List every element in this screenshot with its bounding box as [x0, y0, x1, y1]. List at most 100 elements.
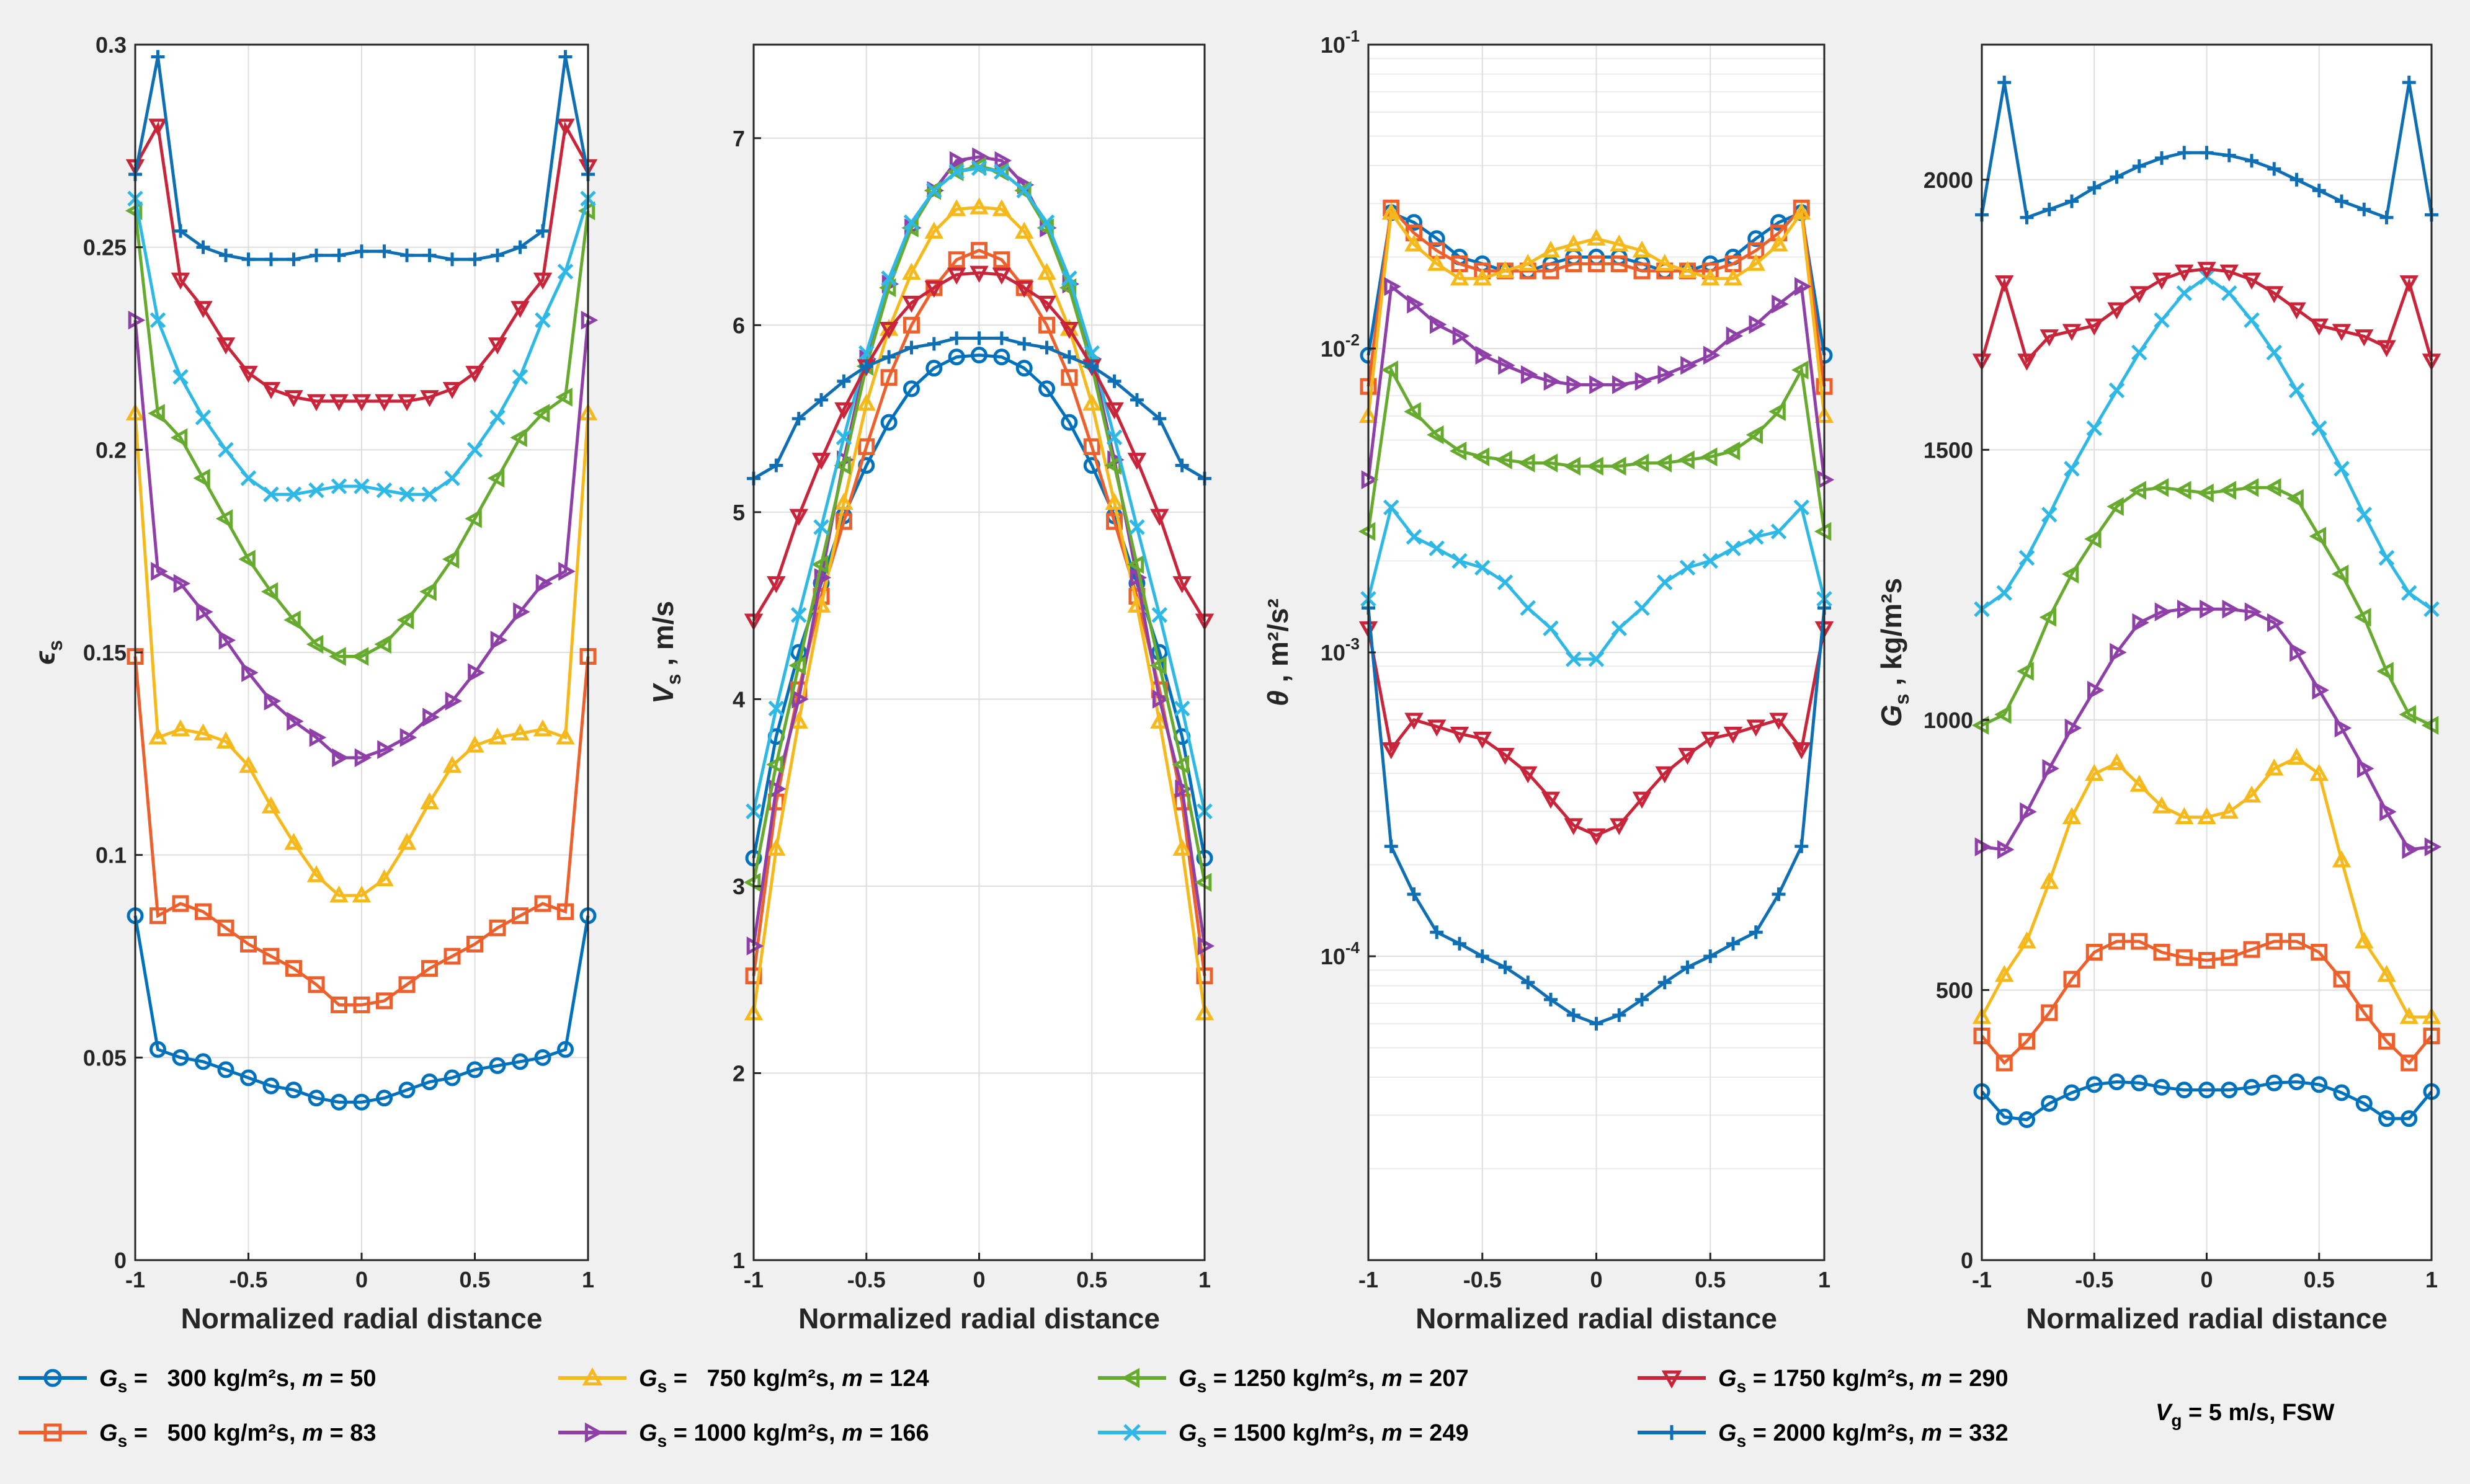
data-point: [2334, 718, 2352, 738]
data-point: [948, 251, 965, 269]
y-tick-label: 4: [733, 686, 745, 712]
data-point: [193, 468, 210, 488]
y-tick-label: 5: [733, 500, 745, 525]
data-point: [490, 631, 508, 650]
series-line: [133, 320, 590, 760]
data-point: [308, 1090, 325, 1107]
data-point: [1450, 268, 1469, 286]
data-point: [1127, 595, 1147, 613]
data-point: [172, 1049, 189, 1066]
data-point: [491, 248, 504, 262]
data-point: [261, 582, 279, 602]
data-point: [2040, 872, 2059, 889]
y-tick-label: 0.1: [96, 843, 127, 868]
data-point: [994, 151, 1012, 171]
series-line: [1981, 486, 2433, 727]
legend-item-1750: Gs = 1750 kg/m²s, m = 290: [1638, 1366, 2009, 1396]
data-point: [1427, 254, 1447, 271]
data-point: [533, 719, 553, 737]
data-point: [353, 996, 370, 1013]
data-point: [2087, 680, 2105, 700]
data-point: [2155, 151, 2169, 165]
data-point: [488, 337, 507, 355]
data-point: [468, 252, 482, 267]
data-point: [1657, 365, 1675, 384]
data-point: [1383, 499, 1399, 515]
data-point: [2107, 753, 2126, 770]
data-point: [284, 832, 303, 850]
legend-marker: [1123, 1424, 1141, 1441]
data-point: [2331, 564, 2349, 584]
data-point: [836, 429, 852, 445]
data-point: [422, 708, 440, 727]
data-point: [557, 1041, 574, 1058]
data-point: [1769, 234, 1788, 252]
data-point: [1429, 314, 1447, 334]
data-point: [2061, 564, 2079, 584]
data-point: [1061, 414, 1078, 431]
data-point: [991, 162, 1009, 182]
data-point: [2042, 759, 2059, 778]
data-point: [376, 482, 393, 499]
legend-label: Gs = 1500 kg/m²s, m = 249: [1179, 1420, 1469, 1451]
data-point: [1745, 425, 1763, 445]
data-point: [1428, 230, 1445, 247]
data-point: [904, 340, 919, 355]
data-point: [1701, 268, 1720, 286]
data-point: [194, 301, 213, 318]
data-point: [1406, 214, 1422, 231]
data-point: [172, 895, 189, 912]
data-point: [512, 368, 528, 385]
data-point: [1473, 268, 1492, 286]
y-axis-label: θ , m²/s²: [1262, 598, 1294, 706]
data-point: [926, 182, 942, 198]
data-point: [1037, 262, 1056, 280]
data-point: [788, 655, 806, 675]
series-line: [133, 121, 590, 403]
data-point: [171, 719, 190, 737]
data-point: [1564, 818, 1583, 835]
data-point: [1995, 1054, 2013, 1072]
data-point: [399, 486, 415, 502]
data-point: [2289, 642, 2307, 662]
data-point: [1996, 585, 2013, 601]
data-point: [1037, 295, 1056, 313]
data-point: [195, 903, 212, 920]
data-point: [993, 349, 1010, 366]
data-point: [947, 199, 966, 216]
series-line: [1367, 628, 1826, 837]
data-point: [558, 50, 573, 64]
data-point: [2399, 275, 2419, 293]
data-point: [534, 1049, 551, 1066]
x-tick-label: -1: [125, 1267, 145, 1292]
data-point: [535, 312, 551, 329]
data-point: [1677, 450, 1695, 469]
data-point: [2222, 148, 2236, 162]
data-point: [513, 240, 527, 254]
data-point: [1586, 456, 1603, 476]
x-axis-label: Normalized radial distance: [798, 1302, 1160, 1335]
data-point: [2154, 602, 2172, 621]
data-point: [1678, 260, 1697, 278]
data-point: [2242, 272, 2262, 290]
data-point: [1726, 326, 1744, 345]
data-point: [1518, 766, 1538, 784]
data-point: [1994, 704, 2012, 724]
plots-area: -1 -0.5 0 0.5 1 0 0.05 0.1 0.15 0.2 0.25 0.3 Normali…: [29, 27, 2442, 1335]
data-point: [468, 663, 485, 682]
data-point: [769, 458, 783, 473]
data-point: [2177, 146, 2191, 160]
data-point: [2107, 302, 2126, 319]
series-line: [752, 271, 1206, 621]
data-point: [1768, 402, 1786, 421]
data-point: [1384, 839, 1398, 853]
data-point: [1587, 828, 1606, 846]
data-point: [903, 380, 920, 398]
data-point: [487, 468, 505, 488]
series-2000: [747, 331, 1211, 486]
data-point: [2399, 704, 2417, 724]
data-point: [1085, 359, 1099, 373]
data-point: [1107, 374, 1121, 388]
data-point: [1792, 202, 1811, 220]
legend-marker: [584, 1422, 604, 1443]
